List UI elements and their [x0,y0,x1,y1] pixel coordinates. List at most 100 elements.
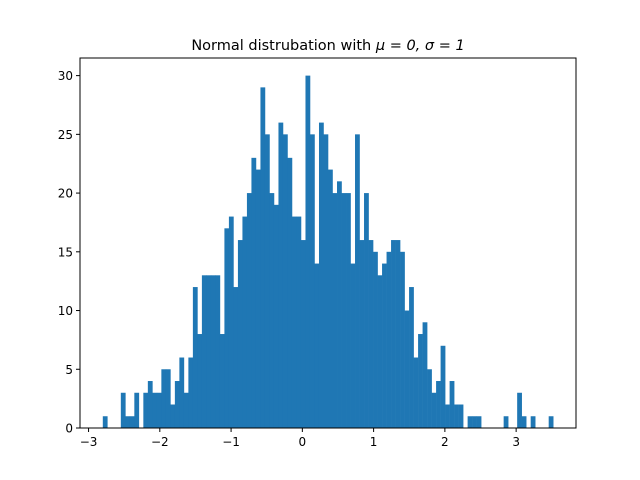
histogram-bar [436,381,441,428]
histogram-bar [242,216,248,428]
histogram-bar [413,357,419,428]
x-tick-label: 1 [370,435,378,449]
histogram-bar [233,287,239,428]
histogram-bar [269,193,275,428]
histogram-bar [341,193,347,428]
histogram-bar [332,193,338,428]
histogram-bar [102,416,108,428]
y-tick-label: 15 [58,245,73,259]
axes-frame [79,57,577,429]
histogram-bar [368,240,374,428]
histogram-bar [418,334,423,428]
y-tick-label: 30 [58,69,73,83]
histogram-bar [355,134,360,428]
histogram-bar [156,392,162,428]
histogram-bar [161,369,167,428]
x-tick-label: 2 [441,435,449,449]
histogram-bar [364,193,369,428]
histogram-bar [188,357,194,428]
histogram-bar [440,345,446,428]
histogram-bar [503,416,509,428]
histogram-bar [260,87,266,429]
y-tick-label: 25 [58,128,73,142]
histogram-bar [476,416,482,428]
histogram-bar [454,404,459,428]
histogram-bar [337,181,342,428]
histogram-bar [395,240,401,428]
histogram-bar [183,392,189,428]
histogram-bar [458,404,464,428]
histogram-bar [291,216,297,428]
histogram-bar [165,369,171,428]
histogram-bar [382,263,387,428]
histogram-bar [521,416,527,428]
histogram-bar [143,392,149,428]
histogram-bar [373,251,378,428]
histogram-bar [278,122,284,428]
chart-title: Normal distrubation with μ = 0, σ = 1 [191,38,464,54]
histogram-bar [215,275,221,428]
histogram-bar [152,392,158,428]
histogram-bar [224,228,230,428]
histogram-bar [179,357,185,428]
x-tick-label: −2 [151,435,169,449]
x-tick-label: −3 [80,435,98,449]
histogram-bar [386,251,392,428]
histogram-bar [350,263,356,428]
histogram-bar [305,75,311,429]
histogram-bar [422,322,428,428]
histogram-bar [409,287,414,428]
histogram-bars [102,75,554,429]
histogram-bar [201,275,207,428]
histogram-bar [391,240,396,428]
histogram-bar [246,193,252,428]
histogram-bar [328,169,333,428]
histogram-bar [359,240,365,428]
histogram-bar [282,134,288,428]
histogram-bar [129,416,135,428]
histogram-bar [404,310,410,428]
histogram-bar [449,381,455,428]
y-axis-ticks: 0 5 10 15 20 25 30 [58,69,80,436]
histogram-bar [264,134,270,428]
histogram-bar [134,392,140,428]
y-tick-label: 10 [58,304,73,318]
histogram-bar [287,157,293,428]
histogram-bar [192,287,198,428]
histogram-bar [120,392,126,428]
histogram-bar [170,404,176,428]
histogram-bar [206,275,212,428]
histogram-bar [125,416,131,428]
histogram-bar [210,275,216,428]
histogram-bar [323,134,329,428]
histogram-bar [400,251,405,428]
histogram-bar [377,275,383,428]
x-tick-label: 0 [299,435,307,449]
histogram-bar [530,416,536,428]
histogram-bar [445,404,450,428]
histogram-bar [427,369,432,428]
histogram-bar [251,157,257,428]
histogram-bar [467,416,473,428]
histogram-bar [314,263,320,428]
histogram-bar [472,416,477,428]
histogram-bar [219,334,225,428]
histogram-bar [255,169,261,428]
x-tick-label: 3 [512,435,520,449]
histogram-bar [296,216,302,428]
histogram-bar [318,122,324,428]
x-axis-ticks: −3 −2 −1 0 1 2 3 [80,428,520,449]
histogram-bar [147,381,153,428]
histogram-bar [197,334,203,428]
y-tick-label: 5 [65,363,73,377]
histogram-bar [237,240,243,428]
histogram-bar [517,392,522,428]
y-tick-label: 20 [58,187,73,201]
histogram-bar [431,392,437,428]
histogram-bar [309,134,315,428]
histogram-bar [228,216,234,428]
x-tick-label: −1 [222,435,240,449]
histogram-bar [300,240,306,428]
